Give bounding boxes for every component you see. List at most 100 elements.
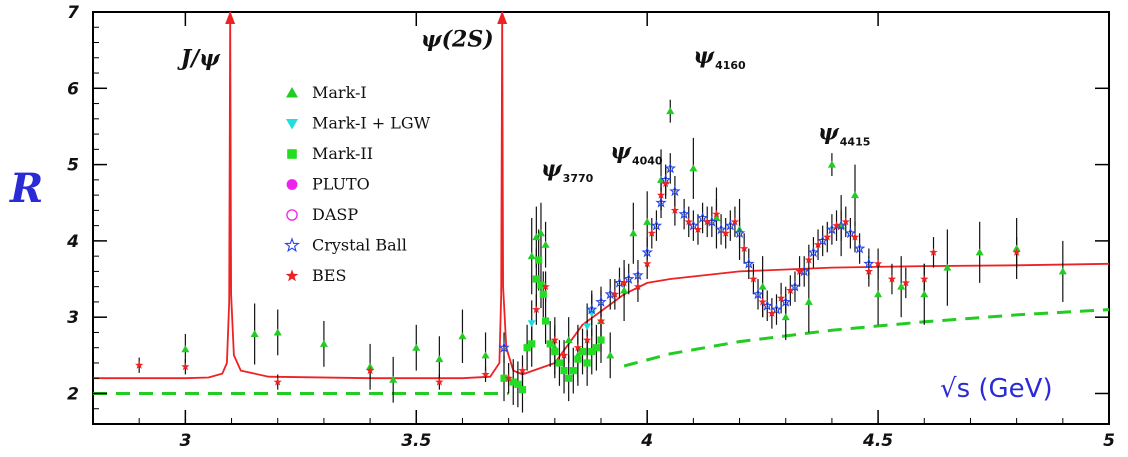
data-point [664,162,677,174]
y-tick-label: 6 [67,79,79,99]
data-point [813,240,823,249]
x-tick-label: 4.5 [862,431,893,451]
data-point [535,256,543,264]
data-point [920,290,929,298]
data-point [435,355,444,363]
y-tick-label: 7 [67,3,79,23]
data-point [532,275,540,283]
resonance-label-subscript: 4415 [840,135,871,148]
resonance-label-name: ψ [541,156,563,182]
legend-label: BES [312,266,346,285]
data-point [776,293,786,302]
data-point [527,320,536,328]
y-tick-label: 5 [67,156,79,176]
legend-label: Mark-II [312,144,373,163]
x-tick-label: 3.5 [401,431,431,451]
data-point [897,282,906,290]
data-point [781,313,790,321]
data-point [541,282,550,291]
data-point [873,259,883,268]
data-point [273,328,282,336]
data-point [622,272,635,284]
data-point [853,242,866,254]
data-point [712,214,721,221]
data-point [481,351,490,359]
data-point [583,359,591,367]
data-point [546,340,554,348]
data-point [550,335,559,344]
data-point [629,229,638,237]
x-tick-label: 5 [1103,431,1115,451]
axes: 3 3.5 4 4.5 5 2 3 4 5 6 7 [66,3,1115,451]
resonance-label-subscript: 3770 [563,172,594,185]
resonance-label-name: ψ [610,138,632,164]
data-point [532,233,541,241]
legend-marker [285,269,299,282]
data-point [181,362,190,371]
data-point [666,107,675,115]
data-point [647,228,656,237]
data-point [743,257,755,269]
data-point [500,374,508,382]
y-tick-label: 3 [67,308,79,328]
data-point [273,377,282,386]
data-point [786,286,795,294]
data-point [770,303,783,315]
data-point [569,366,577,375]
legend-marker [286,209,298,221]
data-point [527,252,536,260]
data-point [541,317,550,325]
data-point [696,212,709,223]
data-point [749,274,758,283]
data-point [703,217,712,226]
background-curve-dashed [623,308,1110,368]
data-point [832,221,841,230]
data-point [532,305,541,314]
error-bars [138,99,1064,413]
legend-marker [287,149,297,159]
resonance-fit-curve [93,11,1110,380]
data-point [560,366,568,375]
legend-marker [286,119,298,130]
data-point [864,267,873,275]
data-point [678,208,690,219]
data-point [596,316,606,325]
data-point [689,164,698,172]
data-point [619,278,629,287]
data-point [844,227,857,239]
data-point [595,295,607,307]
data-point [509,378,517,386]
data-point [583,335,592,344]
y-axis-label: R [9,165,43,212]
data-point [620,286,629,294]
x-axis-label: √s (GeV) [940,374,1053,404]
data-point [588,347,596,356]
data-point [730,217,740,226]
data-point [656,190,666,199]
data-point [481,370,490,378]
resonance-label: J/ψ [177,45,221,71]
data-point [365,366,375,375]
data-point [551,347,559,356]
data-point [606,351,615,359]
data-point [458,332,467,340]
data-point [632,269,644,281]
legend-label: Mark-I + LGW [312,114,431,133]
data-point [670,206,680,214]
data-point [851,191,859,199]
data-point [887,274,897,283]
legend-marker [284,237,300,253]
data-point [514,380,522,388]
resonance-label-subscript: 4040 [632,154,663,167]
data-point [537,281,545,289]
data-point [841,217,850,226]
data-point [610,289,619,298]
data-point [498,341,510,353]
y-tick-label: 4 [66,232,79,252]
data-point [250,329,259,337]
data-point [541,240,550,248]
data-point [721,228,730,237]
data-point [733,227,746,239]
data-point [564,336,573,344]
